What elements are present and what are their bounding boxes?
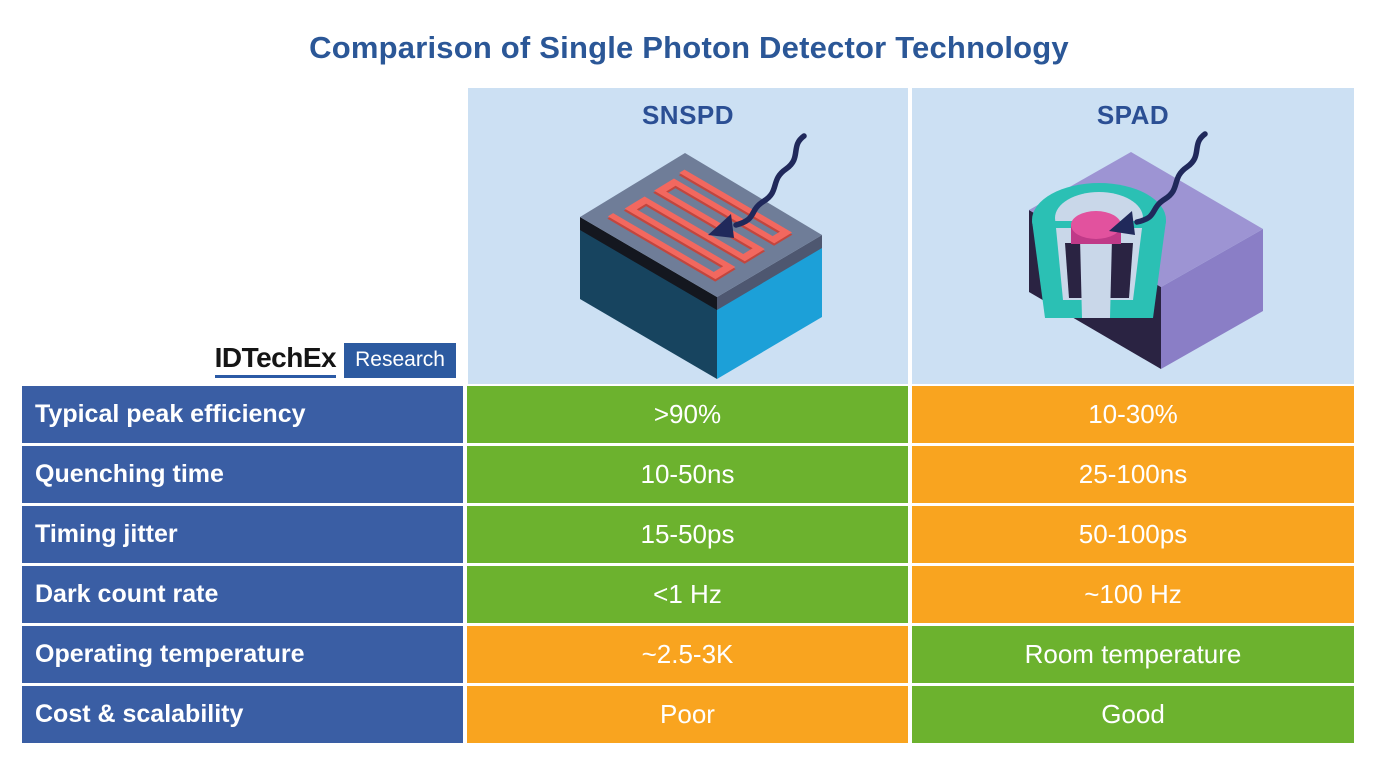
row-label-timing-jitter: Timing jitter bbox=[22, 506, 463, 563]
photon-arrow-icon bbox=[1109, 131, 1208, 235]
snspd-panel: SNSPD bbox=[468, 88, 908, 384]
comparison-table: Typical peak efficiency >90% 10-30% Quen… bbox=[22, 386, 1354, 743]
row-label-operating-temperature: Operating temperature bbox=[22, 626, 463, 683]
snspd-column-header: SNSPD bbox=[641, 100, 735, 130]
research-badge: Research bbox=[344, 342, 456, 378]
cell-spad-operating-temperature: Room temperature bbox=[912, 626, 1354, 683]
cell-spad-quenching-time: 25-100ns bbox=[912, 446, 1354, 503]
row-label-quenching-time: Quenching time bbox=[22, 446, 463, 503]
idtechex-logo: IDTechEx Research bbox=[214, 336, 456, 378]
cell-snspd-quenching-time: 10-50ns bbox=[467, 446, 908, 503]
page-title: Comparison of Single Photon Detector Tec… bbox=[309, 30, 1069, 65]
spad-panel: SPAD bbox=[912, 88, 1354, 384]
snspd-chip-illustration-icon bbox=[580, 133, 822, 379]
photon-arrow-icon bbox=[708, 133, 807, 238]
row-label-dark-count-rate: Dark count rate bbox=[22, 566, 463, 623]
cell-snspd-efficiency: >90% bbox=[467, 386, 908, 443]
cell-snspd-dark-count-rate: <1 Hz bbox=[467, 566, 908, 623]
cell-spad-efficiency: 10-30% bbox=[912, 386, 1354, 443]
spad-chip-illustration-icon bbox=[1029, 131, 1263, 369]
cell-spad-timing-jitter: 50-100ps bbox=[912, 506, 1354, 563]
idtechex-wordmark: IDTechEx bbox=[214, 342, 337, 378]
cell-snspd-timing-jitter: 15-50ps bbox=[467, 506, 908, 563]
cell-snspd-operating-temperature: ~2.5-3K bbox=[467, 626, 908, 683]
cell-spad-dark-count-rate: ~100 Hz bbox=[912, 566, 1354, 623]
cell-snspd-cost-scalability: Poor bbox=[467, 686, 908, 743]
spad-column-header: SPAD bbox=[1096, 100, 1170, 130]
cell-spad-cost-scalability: Good bbox=[912, 686, 1354, 743]
row-label-typical-peak-efficiency: Typical peak efficiency bbox=[22, 386, 463, 443]
row-label-cost-scalability: Cost & scalability bbox=[22, 686, 463, 743]
